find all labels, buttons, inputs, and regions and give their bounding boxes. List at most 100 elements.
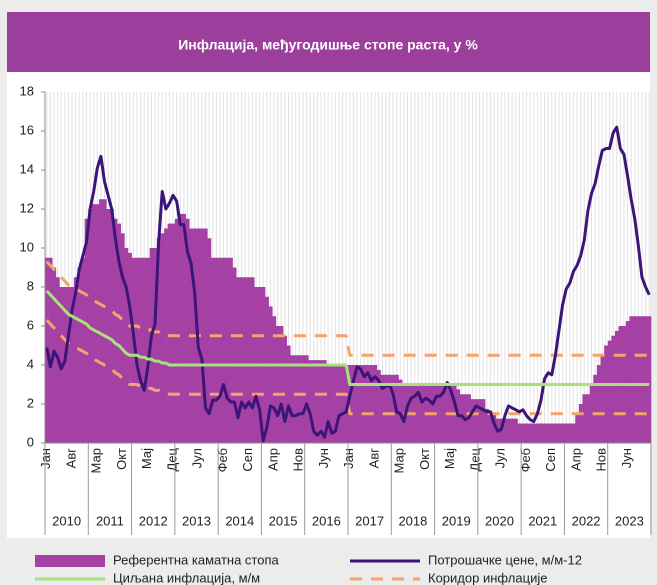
bar xyxy=(207,238,212,443)
year-label: 2022 xyxy=(572,513,601,528)
bar xyxy=(286,345,291,443)
x-tick-label: Апр xyxy=(265,448,280,471)
bar xyxy=(239,277,244,443)
x-tick-label: Мај xyxy=(442,448,457,469)
y-tick-label: 6 xyxy=(27,317,34,332)
bar xyxy=(283,335,287,443)
x-tick-label: Окт xyxy=(114,448,129,470)
bar xyxy=(369,365,374,443)
bar xyxy=(236,277,241,443)
bar xyxy=(272,316,277,443)
bar xyxy=(167,223,172,443)
bar xyxy=(600,355,605,443)
bar xyxy=(156,238,161,443)
bar xyxy=(344,365,349,443)
x-tick-label: Окт xyxy=(417,448,432,470)
bar xyxy=(474,399,479,443)
bar xyxy=(384,374,388,443)
bar xyxy=(510,418,515,443)
bar xyxy=(614,330,619,443)
x-tick-label: Сеп xyxy=(543,448,558,472)
x-tick-label: Јул xyxy=(190,448,205,468)
x-tick-label: Јун xyxy=(619,448,634,468)
bar xyxy=(106,209,111,443)
year-label: 2012 xyxy=(139,513,168,528)
x-tick-label: Авг xyxy=(366,448,381,469)
x-tick-label: Дец xyxy=(467,447,482,471)
year-label: 2010 xyxy=(52,513,81,528)
bar xyxy=(297,355,302,443)
bar xyxy=(604,345,609,443)
bar xyxy=(214,257,219,443)
bar xyxy=(171,223,176,443)
bar xyxy=(138,257,143,443)
x-tick-label: Јун xyxy=(316,448,331,468)
year-label: 2021 xyxy=(528,513,557,528)
bar xyxy=(636,316,641,443)
bar xyxy=(315,360,320,443)
legend-swatch xyxy=(35,555,105,567)
legend-label: Циљана инфлација, м/м xyxy=(113,570,260,585)
bar xyxy=(225,257,230,443)
bar xyxy=(91,204,96,443)
bar xyxy=(268,306,273,443)
year-label: 2019 xyxy=(442,513,471,528)
bar xyxy=(503,418,508,443)
bar xyxy=(178,213,183,443)
bar xyxy=(84,218,89,443)
bar xyxy=(582,394,587,443)
x-tick-label: Феб xyxy=(518,448,533,472)
y-tick-label: 10 xyxy=(20,239,34,254)
bar xyxy=(398,379,403,443)
bar xyxy=(481,399,486,443)
bar xyxy=(311,360,316,443)
x-tick-label: Јул xyxy=(493,448,508,468)
bar xyxy=(578,404,583,443)
bar xyxy=(351,365,356,443)
bar xyxy=(265,296,269,443)
bar xyxy=(120,233,125,443)
y-tick-label: 0 xyxy=(27,434,34,449)
bar xyxy=(340,365,345,443)
bar xyxy=(589,384,594,443)
bar xyxy=(517,423,522,443)
legend-label: Коридор инфлације xyxy=(428,570,547,585)
bar xyxy=(160,233,165,443)
bar xyxy=(70,287,75,443)
bar xyxy=(243,277,248,443)
legend-label: Потрошачке цене, м/м-12 xyxy=(428,552,582,567)
bar xyxy=(506,418,511,443)
bar xyxy=(647,316,652,443)
y-tick-label: 4 xyxy=(27,356,34,371)
year-label: 2016 xyxy=(312,513,341,528)
bar xyxy=(326,365,331,443)
bar xyxy=(304,355,309,443)
bar xyxy=(416,384,421,443)
x-tick-label: Јан xyxy=(341,448,356,469)
bar xyxy=(531,423,536,443)
bar xyxy=(355,365,360,443)
bar xyxy=(593,374,598,443)
x-tick-label: Феб xyxy=(215,448,230,472)
bar xyxy=(228,257,233,443)
bar xyxy=(66,287,71,443)
bar xyxy=(524,423,529,443)
bar xyxy=(301,355,306,443)
bar xyxy=(596,365,601,443)
y-tick-label: 14 xyxy=(20,161,34,176)
bar xyxy=(200,228,205,443)
x-tick-label: Мар xyxy=(392,448,407,473)
bar xyxy=(387,374,392,443)
bar xyxy=(308,360,313,443)
y-tick-label: 12 xyxy=(20,200,34,215)
bar xyxy=(366,365,370,443)
bar xyxy=(247,277,251,443)
bar xyxy=(77,267,82,443)
bar xyxy=(95,204,100,443)
bar xyxy=(164,228,168,443)
bar xyxy=(146,257,150,443)
year-label: 2018 xyxy=(398,513,427,528)
line xyxy=(45,125,651,443)
bar xyxy=(376,369,381,443)
